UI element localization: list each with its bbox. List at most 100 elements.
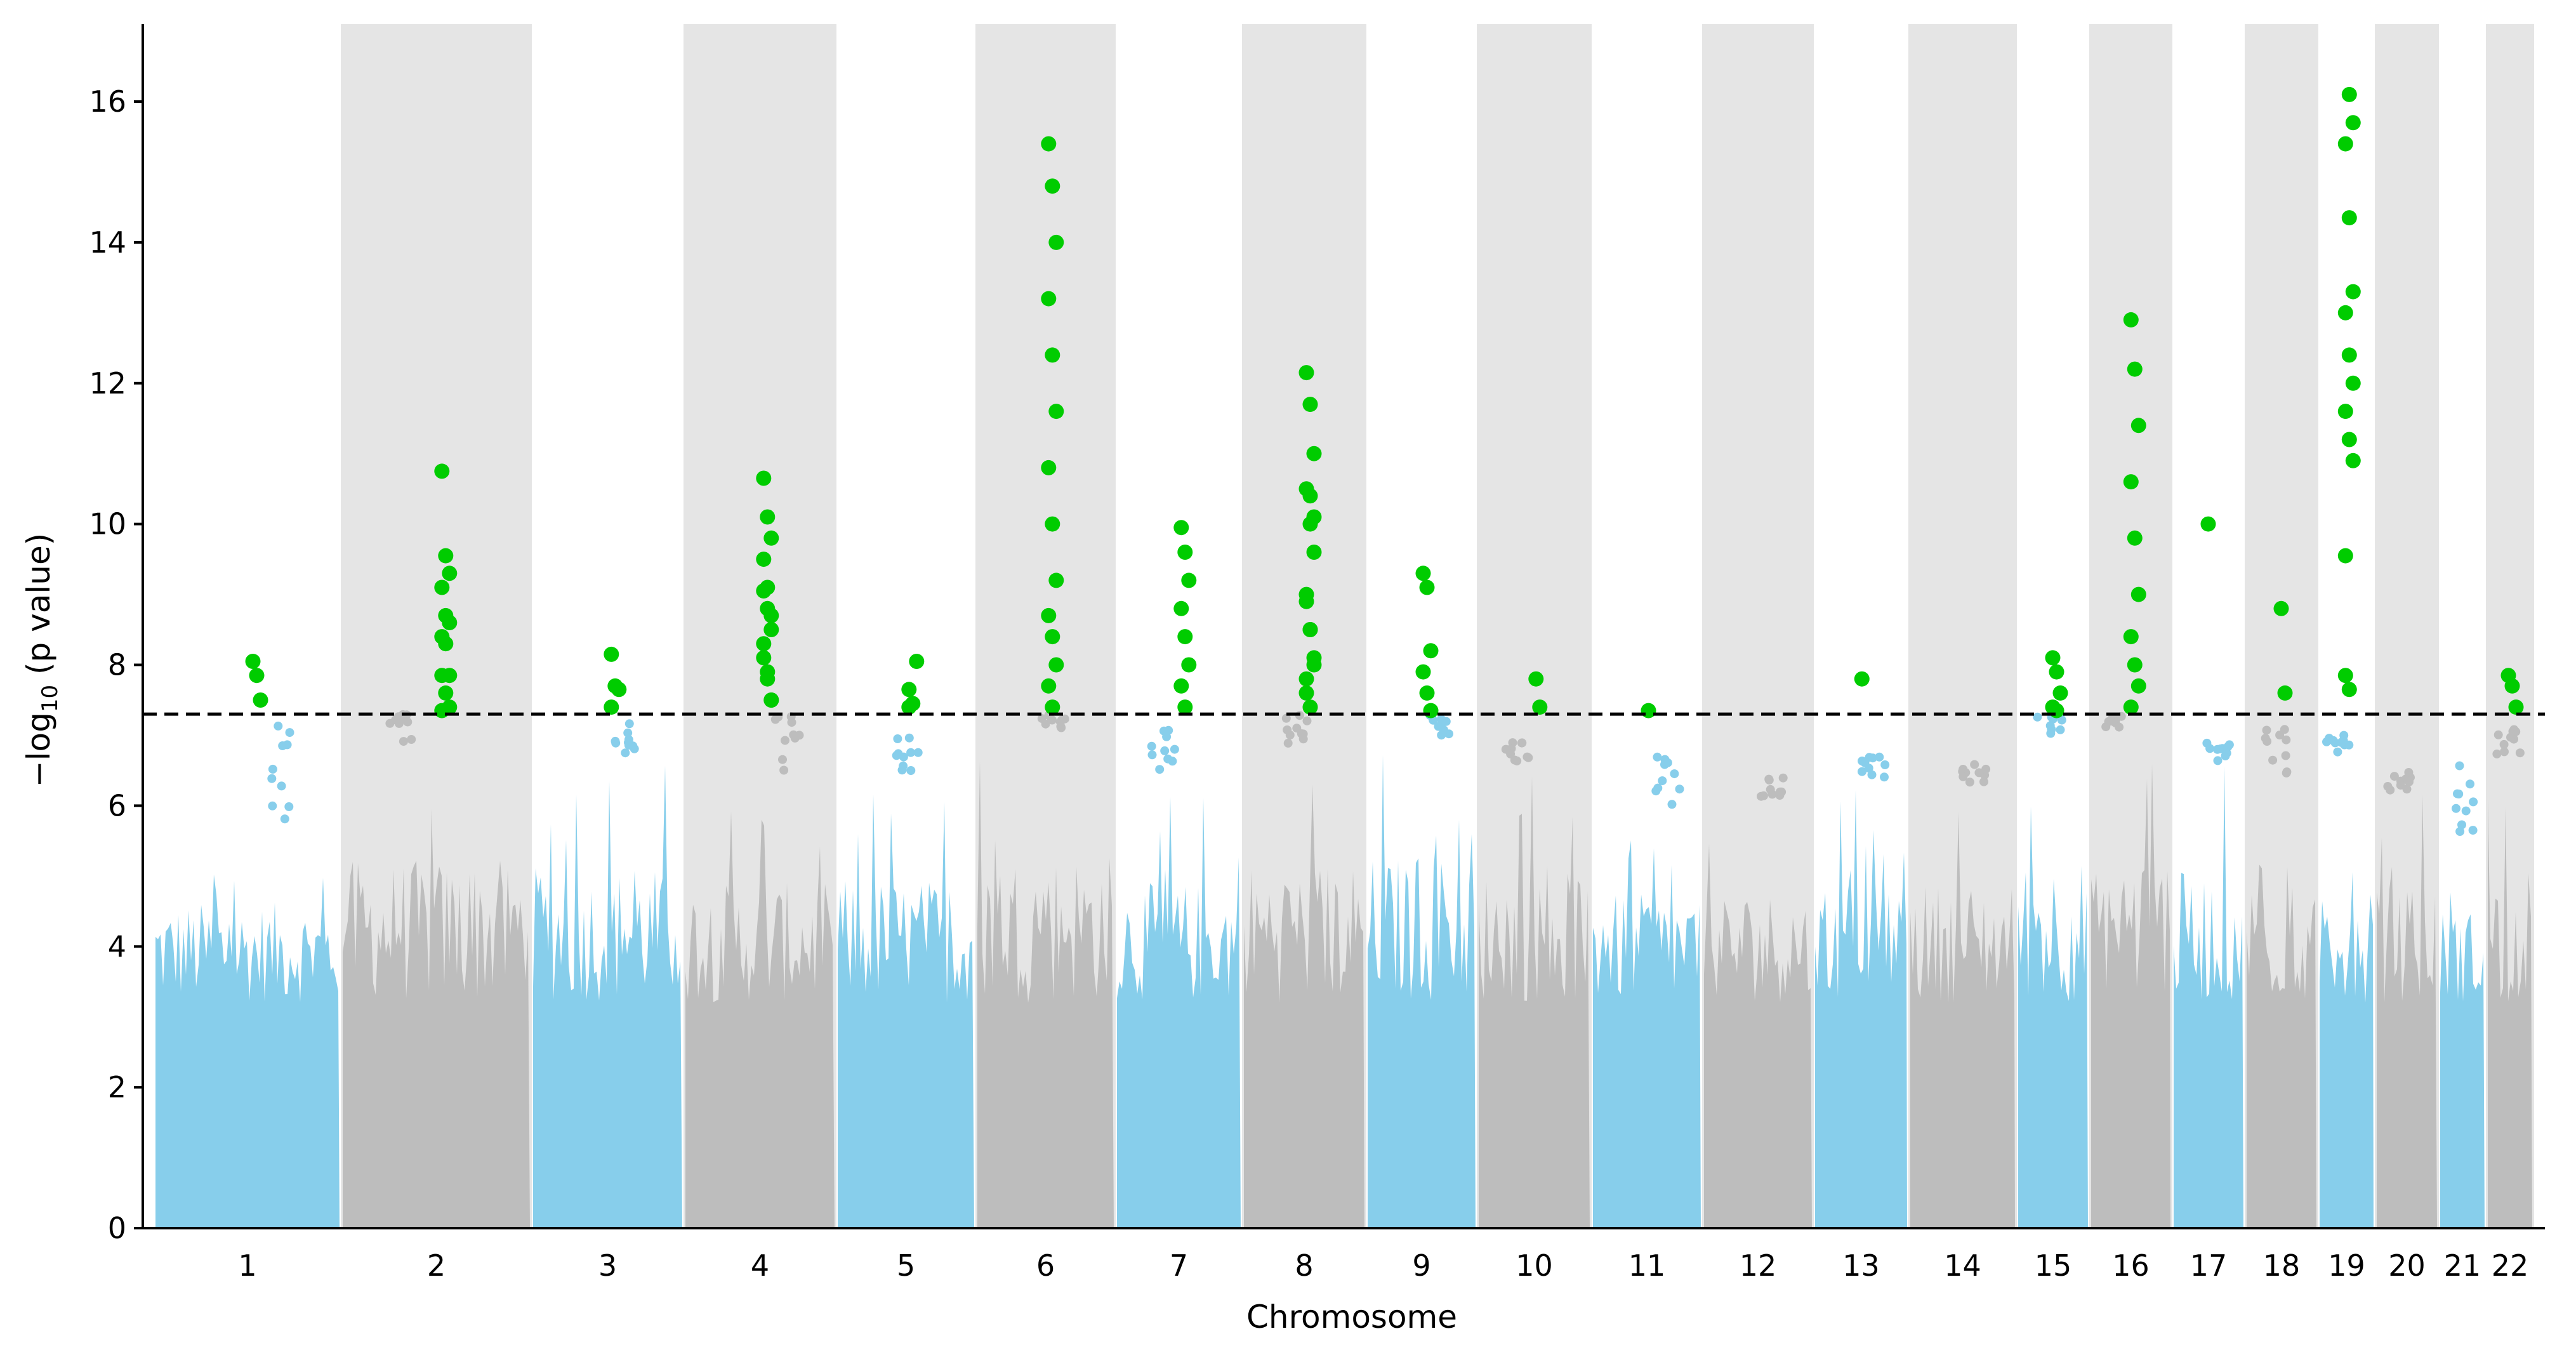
significant-snp-chr8 <box>1302 699 1318 715</box>
significant-snp-chr6 <box>1045 178 1060 194</box>
significant-snp-chr16 <box>2130 418 2146 433</box>
snp-point <box>1047 715 1056 724</box>
snp-point <box>277 781 286 791</box>
x-tick-label-chr12: 12 <box>1740 1248 1777 1283</box>
significant-snp-chr7 <box>1181 572 1197 588</box>
significant-snp-chr3 <box>604 646 619 662</box>
x-tick-label-chr18: 18 <box>2263 1248 2301 1283</box>
significant-snp-chr16 <box>2127 361 2143 377</box>
snp-point <box>268 764 277 774</box>
snp-point <box>394 718 404 728</box>
snp-point <box>403 717 413 727</box>
significant-snp-chr19 <box>2337 136 2353 152</box>
significant-snp-chr6 <box>1048 657 1064 673</box>
y-tick-label: 0 <box>108 1211 126 1245</box>
snp-point <box>2262 725 2271 735</box>
snp-cluster-chr4 <box>685 811 835 1228</box>
y-tick-label: 12 <box>89 366 126 400</box>
snp-point <box>280 814 289 824</box>
significant-snp-chr6 <box>1048 234 1064 250</box>
snp-point <box>624 741 633 750</box>
snp-point <box>2455 827 2465 836</box>
snp-point <box>2281 751 2290 760</box>
snp-point <box>906 766 916 775</box>
snp-cluster-chr6 <box>977 761 1114 1228</box>
x-tick-label-chr2: 2 <box>427 1248 446 1283</box>
snp-point <box>778 755 787 764</box>
snp-point <box>2221 751 2230 760</box>
significant-snp-chr19 <box>2341 432 2357 447</box>
snp-point <box>2499 739 2509 749</box>
snp-point <box>2506 732 2515 742</box>
snp-point <box>1653 752 1662 762</box>
snp-point <box>2115 722 2124 732</box>
significant-snp-chr6 <box>1041 136 1057 152</box>
snp-point <box>1056 722 1066 731</box>
snp-point <box>1517 738 1527 748</box>
significant-snp-chr19 <box>2341 682 2357 698</box>
y-axis-label: −log10 (p value) <box>20 533 63 788</box>
y-tick-label: 2 <box>108 1070 126 1104</box>
snp-cluster-chr12 <box>1704 844 1812 1228</box>
y-axis-label-prefix: −log <box>20 712 57 787</box>
snp-point <box>1285 731 1295 740</box>
significant-snp-chr22 <box>2508 699 2524 715</box>
significant-snp-chr2 <box>434 463 450 479</box>
snp-cluster-chr19 <box>2320 872 2374 1228</box>
snp-point <box>1155 765 1165 774</box>
x-tick-label-chr3: 3 <box>598 1248 617 1283</box>
snp-point <box>2396 781 2405 790</box>
snp-point <box>2468 826 2478 835</box>
snp-point <box>1522 752 1532 762</box>
significant-snp-chr6 <box>1041 678 1057 694</box>
snp-point <box>1658 776 1667 786</box>
significant-snp-chr19 <box>2341 210 2357 226</box>
snp-point <box>893 734 902 743</box>
x-tick-label-chr11: 11 <box>1628 1248 1666 1283</box>
x-tick-label-chr6: 6 <box>1036 1248 1055 1283</box>
significant-snp-chr9 <box>1419 685 1435 701</box>
snp-point <box>1759 791 1768 800</box>
snp-point <box>284 802 294 811</box>
snp-point <box>913 748 923 757</box>
significant-snp-chr11 <box>1641 703 1656 718</box>
significant-snp-chr5 <box>901 682 917 698</box>
x-tick-label-chr20: 20 <box>2388 1248 2426 1283</box>
x-tick-label-chr10: 10 <box>1516 1248 1553 1283</box>
significant-snp-chr4 <box>763 607 779 623</box>
snp-point <box>2322 737 2331 746</box>
snp-point <box>1162 732 1172 741</box>
snp-point <box>904 733 914 743</box>
snp-point <box>1958 772 1968 781</box>
x-tick-label-chr19: 19 <box>2328 1248 2365 1283</box>
snp-point <box>1981 764 1991 774</box>
x-tick-label-chr8: 8 <box>1295 1248 1313 1283</box>
snp-point <box>2404 768 2414 777</box>
x-tick-label-chr9: 9 <box>1412 1248 1430 1283</box>
snp-point <box>2202 738 2212 748</box>
snp-point <box>2224 740 2234 750</box>
x-tick-label-chr15: 15 <box>2035 1248 2072 1283</box>
significant-snp-chr7 <box>1181 657 1197 673</box>
significant-snp-chr16 <box>2130 678 2146 694</box>
snp-point <box>1667 800 1677 809</box>
significant-snp-chr2 <box>438 685 454 701</box>
snp-point <box>2469 797 2478 807</box>
snp-points <box>155 710 2532 1228</box>
snp-point <box>2337 738 2346 747</box>
snp-point <box>2386 785 2395 795</box>
snp-point <box>2328 736 2338 745</box>
snp-point <box>399 737 408 746</box>
snp-point <box>1147 750 1157 760</box>
snp-point <box>2333 747 2342 757</box>
y-tick-label: 4 <box>108 929 126 963</box>
significant-snp-chr19 <box>2345 453 2361 468</box>
significant-snp-chr2 <box>438 636 454 652</box>
significant-snp-chr6 <box>1041 291 1057 307</box>
snp-point <box>795 731 804 740</box>
snp-point <box>393 712 403 722</box>
snp-point <box>1858 767 1866 776</box>
snp-point <box>2282 735 2291 744</box>
snp-point <box>1653 783 1663 793</box>
